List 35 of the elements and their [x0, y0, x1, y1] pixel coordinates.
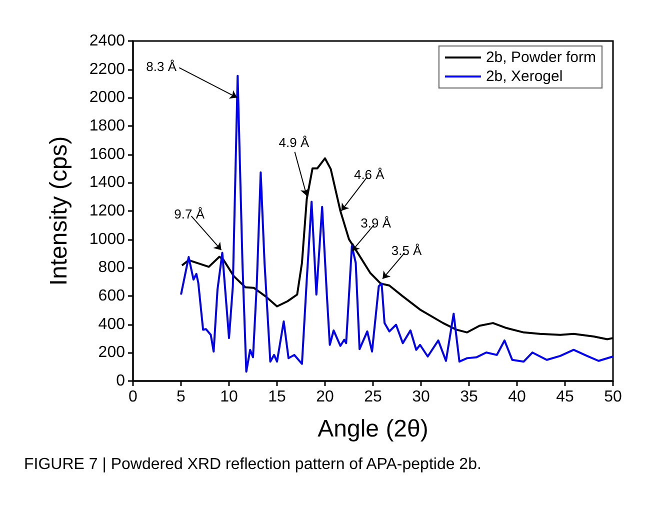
x-tick-label: 5	[176, 388, 186, 406]
annotation: 3.9 Å	[360, 215, 392, 230]
y-tick-label: 200	[98, 344, 126, 362]
x-tick-label: 0	[128, 388, 138, 406]
x-axis-title: Angle (2θ)	[318, 416, 428, 442]
y-tick-label: 2200	[89, 60, 126, 78]
y-tick-label: 1600	[89, 146, 126, 163]
legend-label: 2b, Powder form	[486, 49, 596, 66]
annotation: 4.9 Å	[278, 134, 310, 150]
annotation: 3.5 Å	[391, 243, 422, 258]
annotation: 9.7 Å	[174, 206, 205, 222]
y-tick-label: 1400	[89, 174, 126, 192]
legend-label: 2b, Xerogel	[486, 68, 563, 85]
x-tick-label: 30	[412, 388, 430, 406]
caption: FIGURE 7 | Powdered XRD reflection pattern of APA-peptide 2b.	[24, 456, 482, 474]
y-tick-label: 600	[98, 288, 126, 304]
x-tick-label: 35	[460, 388, 478, 406]
x-tick-label: 25	[364, 388, 382, 406]
y-tick-label: 2000	[89, 89, 126, 106]
x-tick-label: 40	[508, 388, 526, 406]
x-tick-label: 50	[604, 388, 622, 406]
x-tick-label: 10	[220, 388, 238, 406]
y-tick-label: 800	[98, 259, 126, 276]
x-tick-label: 20	[316, 388, 334, 406]
annotation: 8.3 Å	[146, 58, 177, 74]
y-tick-label: 1800	[89, 118, 126, 134]
y-tick-label: 400	[98, 316, 126, 333]
y-tick-label: 1200	[89, 202, 126, 220]
x-tick-label: 45	[556, 388, 574, 406]
x-tick-label: 15	[268, 388, 286, 406]
annotation: 4.6 Å	[354, 166, 385, 182]
y-tick-label: 0	[116, 372, 126, 390]
y-tick-label: 1000	[89, 230, 126, 248]
y-axis-title: Intensity (cps)	[46, 136, 72, 286]
y-tick-label: 2400	[89, 32, 126, 50]
